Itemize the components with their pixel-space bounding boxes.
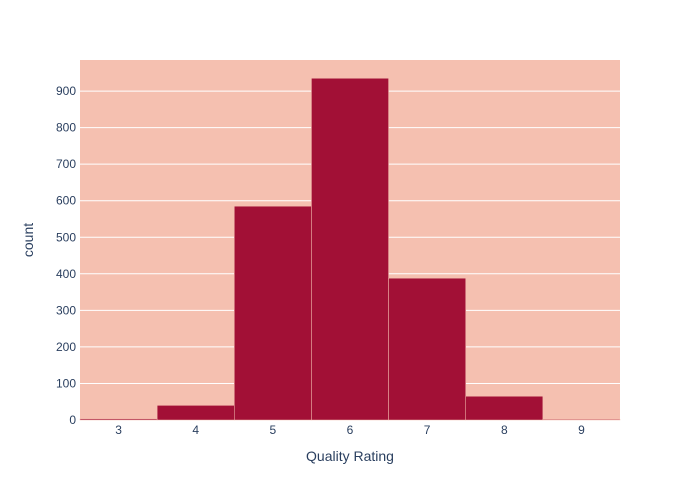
y-tick-label: 900 bbox=[56, 84, 76, 98]
x-axis-title: Quality Rating bbox=[306, 448, 394, 464]
bar-5 bbox=[234, 205, 312, 421]
y-tick-label: 700 bbox=[56, 157, 76, 171]
bar-8 bbox=[465, 395, 544, 421]
x-tick-label: 3 bbox=[115, 423, 122, 437]
y-tick-label: 600 bbox=[56, 194, 76, 208]
x-tick-label: 5 bbox=[270, 423, 277, 437]
y-axis-title: count bbox=[20, 223, 36, 257]
y-tick-label: 800 bbox=[56, 121, 76, 135]
bar-9 bbox=[542, 419, 621, 421]
bars bbox=[79, 78, 621, 421]
bar-3 bbox=[79, 418, 158, 421]
y-tick-label: 100 bbox=[56, 376, 76, 390]
x-tick-label: 4 bbox=[192, 423, 199, 437]
y-tick-label: 0 bbox=[69, 413, 76, 427]
y-tick-label: 200 bbox=[56, 340, 76, 354]
bar-7 bbox=[388, 277, 466, 421]
bar-4 bbox=[156, 405, 235, 421]
x-tick-label: 7 bbox=[424, 423, 431, 437]
y-tick-label: 400 bbox=[56, 267, 76, 281]
x-tick-label: 9 bbox=[578, 423, 585, 437]
bar-6 bbox=[311, 78, 389, 421]
y-tick-label: 300 bbox=[56, 303, 76, 317]
x-tick-label: 8 bbox=[501, 423, 508, 437]
y-tick-label: 500 bbox=[56, 230, 76, 244]
y-tick-labels: 0 100 200 300 400 500 600 700 800 900 bbox=[56, 84, 76, 427]
x-tick-label: 6 bbox=[347, 423, 354, 437]
x-tick-labels: 3 4 5 6 7 8 9 bbox=[115, 423, 585, 437]
